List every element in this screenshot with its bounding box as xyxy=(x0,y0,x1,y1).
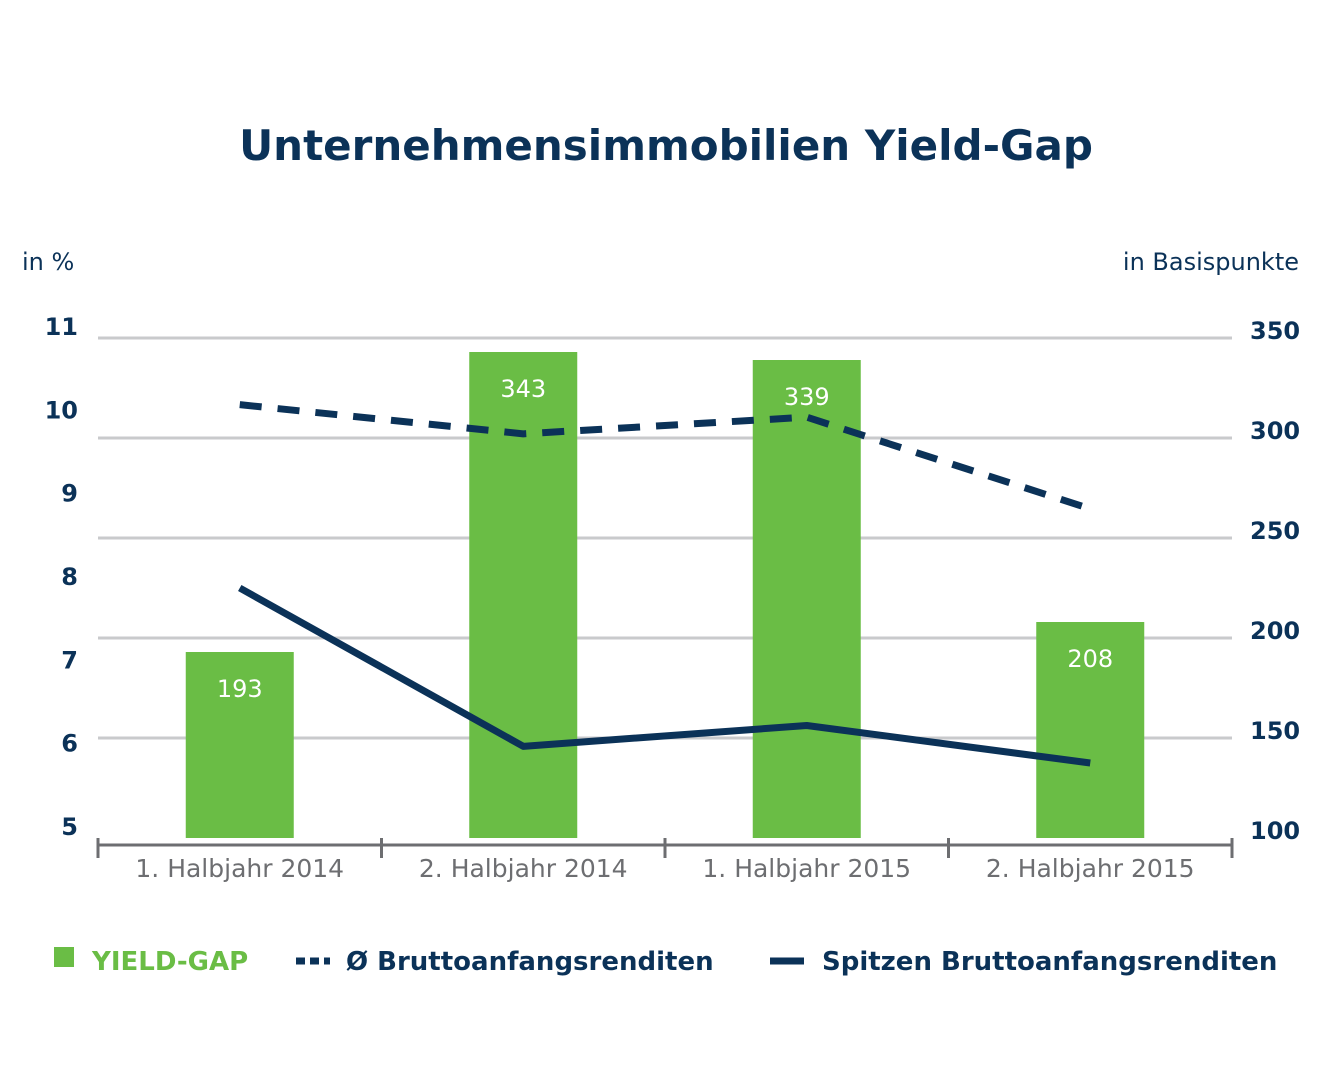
left-tick-label: 10 xyxy=(45,396,78,424)
bar-value-label: 193 xyxy=(217,675,263,703)
legend: YIELD-GAP Ø Bruttoanfangsrenditen Spitzen … xyxy=(54,947,1277,977)
bar-value-label: 339 xyxy=(784,383,830,411)
avg-rendite-line xyxy=(239,401,1092,513)
yield-gap-bar xyxy=(185,652,294,838)
x-tick-label: 2. Halbjahr 2014 xyxy=(419,854,628,883)
right-tick-label: 300 xyxy=(1250,417,1300,445)
legend-label-peak: Spitzen Bruttoanfangsrenditen xyxy=(822,947,1277,977)
left-tick-label: 8 xyxy=(61,563,78,591)
left-tick-label: 5 xyxy=(61,813,78,841)
chart-title: Unternehmensimmobilien Yield-Gap xyxy=(239,121,1093,170)
legend-swatch-yield-gap xyxy=(54,947,74,967)
bar-value-label: 343 xyxy=(500,375,546,403)
left-tick-label: 7 xyxy=(61,646,78,674)
right-tick-label: 200 xyxy=(1250,617,1300,645)
x-tick-label: 1. Halbjahr 2015 xyxy=(702,854,911,883)
x-tick-label: 2. Halbjahr 2015 xyxy=(986,854,1195,883)
right-tick-label: 350 xyxy=(1250,317,1300,345)
right-tick-label: 100 xyxy=(1250,817,1300,845)
left-axis-unit: in % xyxy=(22,248,74,276)
legend-label-yield-gap: YIELD-GAP xyxy=(91,947,248,977)
axes: 11 10 9 8 7 6 5 350 300 250 200 150 100 1. Halbjahr 2… xyxy=(45,313,1301,883)
peak-rendite-line xyxy=(238,584,1091,767)
right-axis-unit: in Basispunkte xyxy=(1123,248,1299,276)
left-tick-label: 6 xyxy=(61,730,78,758)
yield-gap-bar xyxy=(1036,622,1145,838)
rendite-lines xyxy=(238,401,1092,767)
x-tick-label: 1. Halbjahr 2014 xyxy=(135,854,344,883)
right-tick-label: 250 xyxy=(1250,517,1300,545)
yield-gap-bar xyxy=(752,360,861,838)
left-tick-label: 11 xyxy=(45,313,78,341)
left-tick-label: 9 xyxy=(61,480,78,508)
yield-gap-bar xyxy=(469,352,578,838)
right-tick-label: 150 xyxy=(1250,717,1300,745)
bar-value-label: 208 xyxy=(1067,645,1113,673)
legend-label-avg: Ø Bruttoanfangsrenditen xyxy=(346,947,714,977)
